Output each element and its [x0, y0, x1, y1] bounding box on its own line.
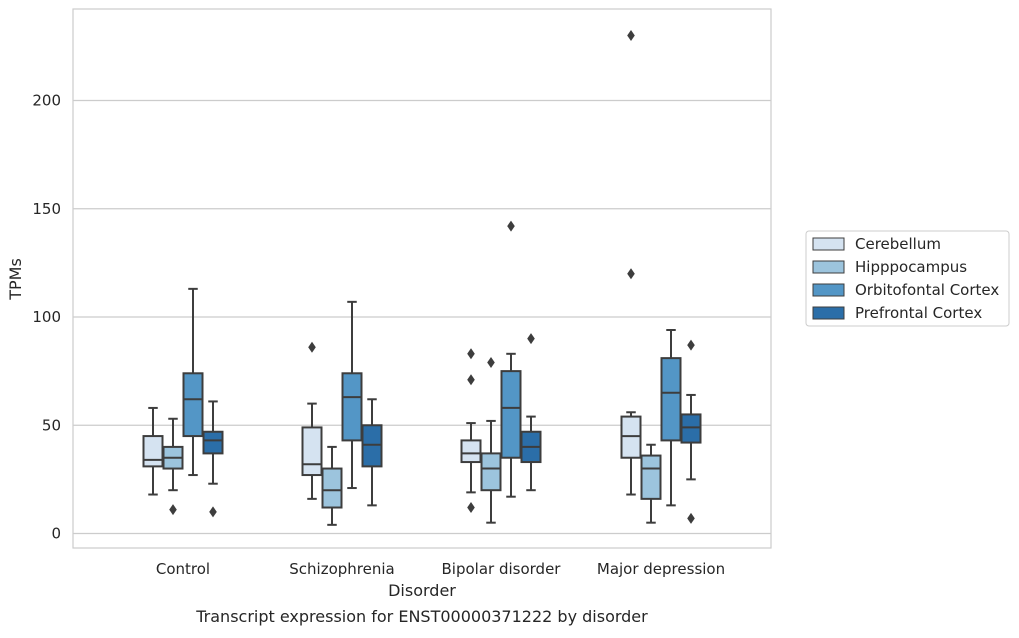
- legend-label: Prefrontal Cortex: [855, 304, 982, 322]
- iqr-box: [640, 454, 662, 500]
- x-tick-label: Bipolar disorder: [442, 560, 562, 578]
- legend-label: Hipppocampus: [855, 258, 967, 276]
- x-tick-label: Control: [156, 560, 210, 578]
- box-prefrontal-cortex: [520, 333, 542, 492]
- outlier-marker: [467, 502, 475, 514]
- box-cerebellum: [301, 341, 323, 500]
- box-prefrontal-cortex: [202, 400, 224, 518]
- outlier-marker: [507, 220, 515, 232]
- legend-item: Orbitofontal Cortex: [812, 281, 999, 299]
- box-hipppocampus: [640, 443, 662, 524]
- iqr-box: [321, 467, 343, 509]
- iqr-box: [460, 439, 482, 464]
- legend-item: Prefrontal Cortex: [812, 304, 982, 322]
- outlier-marker: [169, 504, 177, 516]
- x-axis-label: Disorder: [388, 581, 456, 600]
- outlier-marker: [308, 341, 316, 353]
- box-orbitofontal-cortex: [341, 300, 363, 490]
- box-orbitofontal-cortex: [182, 287, 204, 477]
- box-prefrontal-cortex: [361, 398, 383, 507]
- legend-item: Hipppocampus: [812, 258, 967, 276]
- y-tick-labels: 0 50 100 150 200: [32, 92, 61, 543]
- y-tick-label: 150: [32, 200, 61, 218]
- box-cerebellum: [142, 406, 164, 496]
- iqr-box: [660, 357, 682, 442]
- box-cerebellum: [460, 348, 482, 514]
- box-prefrontal-cortex: [680, 339, 702, 524]
- legend-swatch: [812, 306, 845, 320]
- y-tick-label: 200: [32, 92, 61, 110]
- outlier-marker: [467, 348, 475, 360]
- iqr-box: [620, 415, 642, 459]
- outlier-marker: [527, 333, 535, 345]
- box-hipppocampus: [162, 417, 184, 516]
- legend-items: Cerebellum Hipppocampus Orbitofontal Corte…: [812, 235, 999, 322]
- legend-label: Cerebellum: [855, 235, 941, 253]
- outlier-marker: [627, 30, 635, 42]
- outlier-marker: [687, 339, 695, 351]
- outlier-marker: [687, 512, 695, 524]
- outlier-marker: [627, 268, 635, 280]
- iqr-box: [142, 435, 164, 468]
- iqr-box: [500, 370, 522, 459]
- iqr-box: [361, 424, 383, 468]
- iqr-box: [202, 430, 224, 455]
- legend: Cerebellum Hipppocampus Orbitofontal Corte…: [805, 230, 1010, 327]
- outlier-marker: [209, 506, 217, 518]
- legend-frame: [805, 230, 1010, 327]
- x-tick-labels: Control Schizophrenia Bipolar disorder Majo…: [156, 560, 725, 578]
- outlier-marker: [467, 374, 475, 386]
- legend-swatch: [812, 283, 845, 297]
- legend-item: Cerebellum: [812, 235, 941, 253]
- y-tick-label: 0: [51, 525, 61, 543]
- x-tick-label: Major depression: [597, 560, 725, 578]
- legend-swatch: [812, 237, 845, 251]
- box-hipppocampus: [321, 445, 343, 526]
- box-series: [142, 30, 702, 526]
- iqr-box: [182, 372, 204, 438]
- y-tick-label: 100: [32, 308, 61, 326]
- box-hipppocampus: [480, 356, 502, 524]
- chart-caption: Transcript expression for ENST0000037122…: [195, 607, 648, 626]
- y-axis-label: TPMs: [6, 258, 25, 301]
- box-cerebellum: [620, 30, 642, 496]
- legend-swatch: [812, 260, 845, 274]
- x-tick-label: Schizophrenia: [289, 560, 394, 578]
- box-orbitofontal-cortex: [660, 328, 682, 507]
- box-orbitofontal-cortex: [500, 220, 522, 498]
- iqr-box: [301, 426, 323, 477]
- y-tick-label: 50: [42, 416, 61, 434]
- iqr-box: [480, 452, 502, 492]
- iqr-box: [680, 413, 702, 444]
- legend-label: Orbitofontal Cortex: [855, 281, 999, 299]
- iqr-box: [341, 372, 363, 442]
- outlier-marker: [487, 356, 495, 368]
